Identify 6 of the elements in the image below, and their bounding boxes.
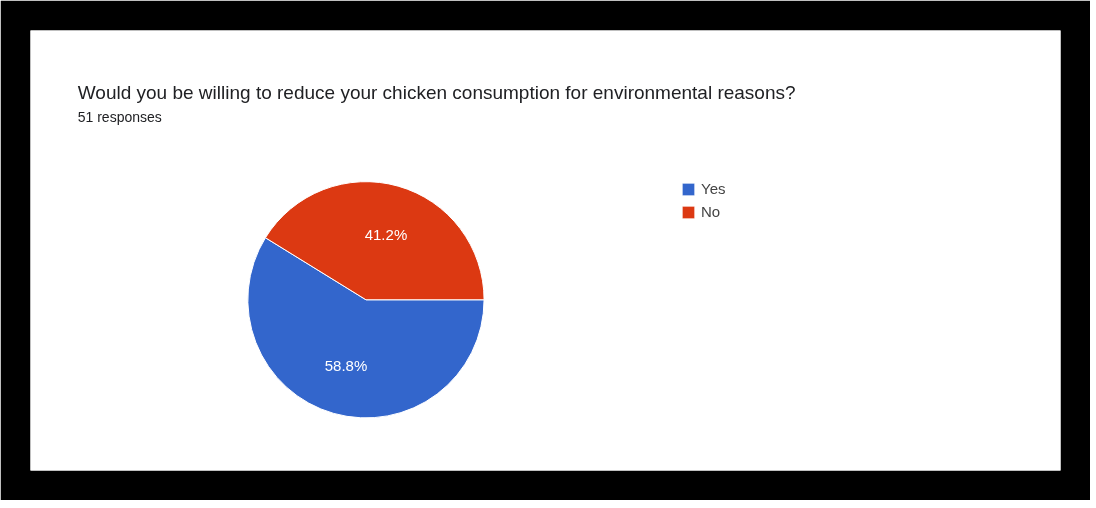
legend-label: Yes bbox=[701, 180, 726, 197]
legend-label: No bbox=[701, 203, 721, 220]
text: 51 responses bbox=[77, 108, 162, 125]
chart-title: Would you be willing to reduce your chicken consumption for environmental reasons? bbox=[77, 81, 796, 103]
data-label: 58.8% bbox=[324, 356, 368, 374]
data-label: 41.2% bbox=[364, 225, 408, 243]
